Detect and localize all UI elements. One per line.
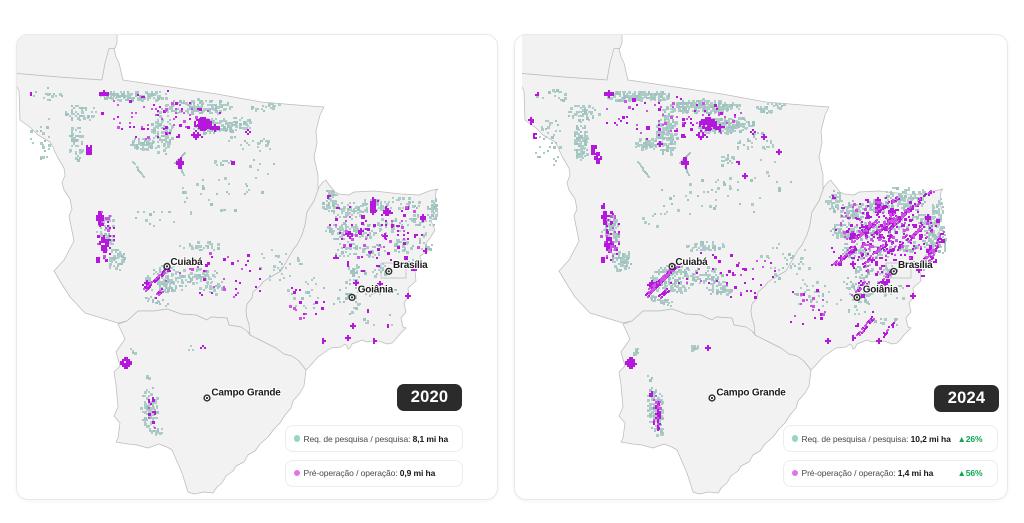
svg-text:Campo Grande: Campo Grande: [211, 387, 281, 398]
svg-text:Cuiabá: Cuiabá: [675, 257, 708, 268]
svg-text:Cuiabá: Cuiabá: [170, 257, 203, 268]
svg-text:Brasília: Brasília: [393, 260, 428, 271]
svg-text:Brasília: Brasília: [898, 260, 933, 271]
svg-text:Goiânia: Goiânia: [358, 285, 394, 296]
svg-text:Campo Grande: Campo Grande: [716, 387, 786, 398]
svg-text:Goiânia: Goiânia: [863, 285, 899, 296]
